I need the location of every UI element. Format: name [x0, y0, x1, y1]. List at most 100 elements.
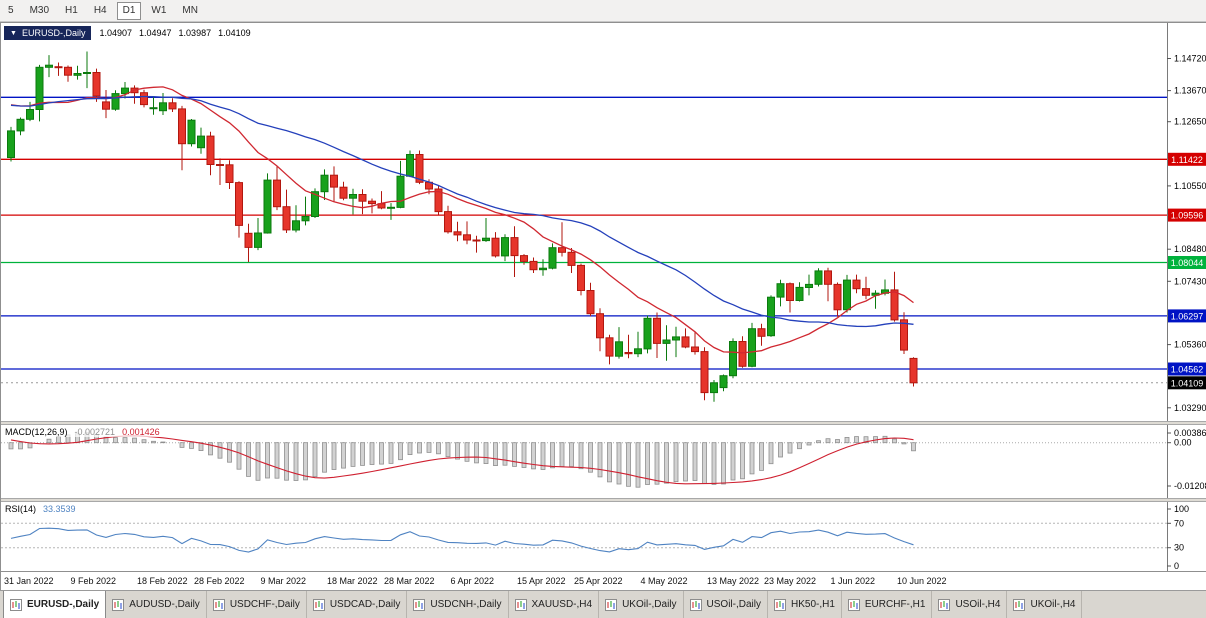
tab-ukoil-daily[interactable]: UKOil-,Daily — [599, 591, 684, 618]
open-value: 1.04907 — [99, 28, 132, 38]
timeframe-button-m30[interactable]: M30 — [29, 4, 50, 16]
chart-header: ▼ EURUSD-,Daily 1.04907 1.04947 1.03987 … — [4, 26, 251, 40]
date-axis-label: 15 Apr 2022 — [517, 576, 566, 586]
macd-name: MACD(12,26,9) — [5, 427, 68, 437]
svg-text:1.11422: 1.11422 — [1171, 155, 1203, 165]
date-axis-label: 10 Jun 2022 — [897, 576, 947, 586]
chart-tab-icon — [514, 598, 527, 611]
low-value: 1.03987 — [178, 28, 212, 38]
chart-tab-icon — [10, 598, 22, 611]
tab-usdcnh-daily[interactable]: USDCNH-,Daily — [407, 591, 509, 618]
rsi-axis: 100 70 30 0 — [1167, 504, 1189, 571]
date-axis-label: 31 Jan 2022 — [4, 576, 54, 586]
ohlc-values: 1.04907 1.04947 1.03987 1.04109 — [99, 28, 250, 38]
timeframe-button-mn[interactable]: MN — [182, 4, 198, 16]
price-axis-label: 1.13670 — [1174, 86, 1206, 96]
tab-xauusd-h4[interactable]: XAUUSD-,H4 — [509, 591, 600, 618]
price-tag: 1.08044 — [1168, 256, 1206, 269]
svg-text:1.08044: 1.08044 — [1171, 258, 1204, 268]
macd-main-value: -0.002721 — [74, 427, 116, 437]
rsi-line — [10, 527, 914, 553]
timeframe-button-5[interactable]: 5 — [8, 4, 14, 16]
date-axis-label: 4 May 2022 — [640, 576, 688, 586]
candles-series — [7, 51, 918, 402]
chart-tab-icon — [1013, 598, 1026, 611]
chart-tabbar: EURUSD-,Daily AUDUSD-,Daily USDCHF-,Daily U… — [0, 590, 1206, 618]
timeframe-button-w1[interactable]: W1 — [151, 4, 167, 16]
price-axis-label: 1.12650 — [1174, 117, 1206, 127]
svg-text:1.09596: 1.09596 — [1171, 211, 1204, 221]
rsi-pane: RSI(14) 33.3539 100 70 30 0 — [1, 502, 1206, 571]
macd-signal-line — [10, 435, 914, 485]
tab-hk50-h1[interactable]: HK50-,H1 — [768, 591, 842, 618]
date-axis-label: 25 Apr 2022 — [574, 576, 623, 586]
chart-tab-icon — [112, 598, 125, 611]
date-axis-label: 6 Apr 2022 — [450, 576, 495, 586]
date-axis-label: 28 Mar 2022 — [384, 576, 435, 586]
date-axis-label: 9 Mar 2022 — [260, 576, 307, 586]
timeframe-toolbar: 5 M30 H1 H4 D1 W1 MN — [0, 0, 1206, 22]
tab-label: EURUSD-,Daily — [27, 599, 100, 610]
price-tag: 1.11422 — [1168, 152, 1206, 166]
chart-tab-icon — [312, 598, 325, 611]
tab-label: USDCAD-,Daily — [329, 599, 401, 610]
macd-pane: MACD(12,26,9) -0.002721 0.001426 0.00386… — [1, 425, 1206, 498]
timeframe-button-h1[interactable]: H1 — [65, 4, 78, 16]
tab-usdcad-daily[interactable]: USDCAD-,Daily — [307, 591, 408, 618]
tab-label: UKOil-,Daily — [622, 599, 677, 610]
rsi-name: RSI(14) — [5, 504, 37, 514]
moving-average-line-14 — [10, 86, 914, 354]
price-tag: 1.04109 — [1168, 376, 1206, 390]
macd-axis-label: 0.00 — [1174, 438, 1192, 448]
chart-window: ▼ EURUSD-,Daily 1.04907 1.04947 1.03987 … — [0, 22, 1206, 591]
date-axis-label: 23 May 2022 — [764, 576, 817, 586]
macd-signal-value: 0.001426 — [122, 427, 160, 437]
tab-ukoil-h4[interactable]: UKOil-,H4 — [1007, 591, 1083, 618]
tab-eurusd-daily[interactable]: EURUSD-,Daily — [3, 591, 107, 618]
price-axis-label: 1.05360 — [1174, 340, 1206, 350]
pane-splitter[interactable] — [1, 498, 1206, 502]
support-resistance-lines[interactable] — [1, 96, 1167, 370]
moving-average-line-30 — [10, 95, 914, 328]
date-axis-label: 1 Jun 2022 — [830, 576, 876, 586]
tab-usdchf-daily[interactable]: USDCHF-,Daily — [207, 591, 307, 618]
svg-text:1.04562: 1.04562 — [1171, 364, 1204, 374]
timeframe-button-h4[interactable]: H4 — [93, 4, 107, 16]
svg-text:1.04109: 1.04109 — [1171, 378, 1204, 388]
timeframe-button-d1[interactable]: D1 — [116, 1, 142, 20]
price-chart-canvas[interactable]: 1.14720 1.13670 1.12650 1.10550 1.08480 1.074… — [1, 23, 1206, 421]
chart-tab-icon — [847, 598, 860, 611]
tab-usoil-h4[interactable]: USOil-,H4 — [932, 591, 1008, 618]
tab-usoil-daily[interactable]: USOil-,Daily — [684, 591, 768, 618]
date-axis[interactable]: 31 Jan 2022 9 Feb 2022 18 Feb 2022 28 Feb 2… — [1, 571, 1206, 591]
date-axis-label: 28 Feb 2022 — [194, 576, 245, 586]
collapse-arrow-icon[interactable]: ▼ — [10, 29, 17, 37]
price-pane: ▼ EURUSD-,Daily 1.04907 1.04947 1.03987 … — [1, 23, 1206, 421]
rsi-value: 33.3539 — [43, 504, 76, 514]
price-tag: 1.04562 — [1168, 362, 1206, 376]
symbol-badge[interactable]: ▼ EURUSD-,Daily — [4, 26, 92, 40]
macd-histogram — [8, 432, 916, 488]
close-value: 1.04109 — [218, 28, 251, 38]
tab-label: UKOil-,H4 — [1030, 599, 1076, 610]
tab-audusd-daily[interactable]: AUDUSD-,Daily — [106, 591, 207, 618]
svg-text:1.06297: 1.06297 — [1171, 311, 1204, 321]
date-axis-label: 18 Feb 2022 — [137, 576, 188, 586]
date-axis-label: 18 Mar 2022 — [327, 576, 378, 586]
tab-label: AUDUSD-,Daily — [129, 599, 200, 610]
chart-tab-icon — [212, 598, 225, 611]
rsi-axis-label: 0 — [1174, 561, 1179, 571]
price-axis-label: 1.07430 — [1174, 276, 1206, 286]
macd-axis-label: 0.00386 — [1174, 428, 1206, 438]
pane-splitter[interactable] — [1, 421, 1206, 425]
rsi-canvas[interactable]: 100 70 30 0 — [1, 502, 1206, 571]
chart-tab-icon — [773, 598, 786, 611]
tab-eurchf-h1[interactable]: EURCHF-,H1 — [842, 591, 933, 618]
chart-tab-icon — [605, 598, 618, 611]
price-tag: 1.06297 — [1168, 309, 1206, 323]
price-tag: 1.09596 — [1168, 208, 1206, 222]
symbol-label: EURUSD-,Daily — [21, 28, 86, 38]
